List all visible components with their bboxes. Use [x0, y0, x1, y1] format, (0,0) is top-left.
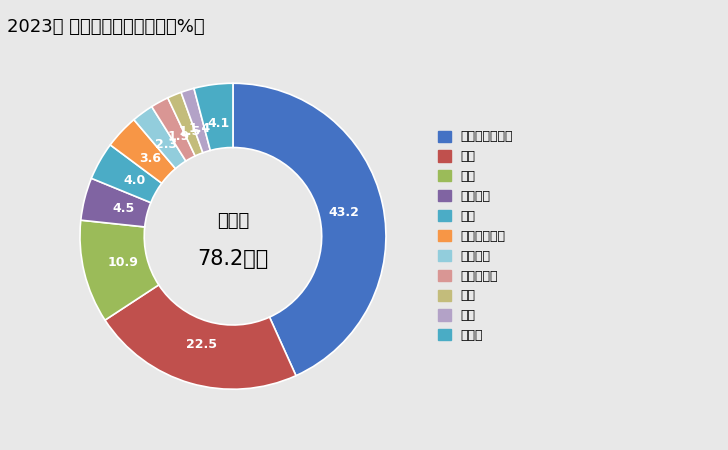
Text: 4.5: 4.5: [112, 202, 134, 215]
Legend: サウジアラビア, 中国, 米国, ベトナム, 韓国, シンガポール, ベルギー, フィリピン, 台湾, タイ, その他: サウジアラビア, 中国, 米国, ベトナム, 韓国, シンガポール, ベルギー,…: [438, 130, 513, 342]
Text: 2.3: 2.3: [155, 139, 177, 151]
Wedge shape: [105, 285, 296, 389]
Text: 総　額: 総 額: [217, 212, 249, 230]
Wedge shape: [181, 88, 210, 153]
Text: 22.5: 22.5: [186, 338, 217, 351]
Text: 1.5: 1.5: [178, 125, 201, 138]
Wedge shape: [233, 83, 386, 376]
Wedge shape: [81, 178, 151, 227]
Text: 4.0: 4.0: [123, 174, 146, 187]
Text: 1.4: 1.4: [188, 122, 210, 135]
Text: 2023年 輸出相手国のシェア（%）: 2023年 輸出相手国のシェア（%）: [7, 18, 205, 36]
Wedge shape: [91, 145, 162, 202]
Wedge shape: [134, 107, 186, 169]
Text: 78.2億円: 78.2億円: [197, 249, 269, 269]
Text: 1.9: 1.9: [167, 130, 190, 144]
Wedge shape: [151, 98, 195, 161]
Text: 43.2: 43.2: [328, 206, 359, 219]
Wedge shape: [80, 220, 159, 320]
Text: 3.6: 3.6: [139, 152, 162, 165]
Wedge shape: [194, 83, 233, 150]
Text: 4.1: 4.1: [207, 117, 229, 130]
Wedge shape: [110, 120, 175, 183]
Wedge shape: [167, 92, 203, 156]
Text: 10.9: 10.9: [108, 256, 138, 270]
